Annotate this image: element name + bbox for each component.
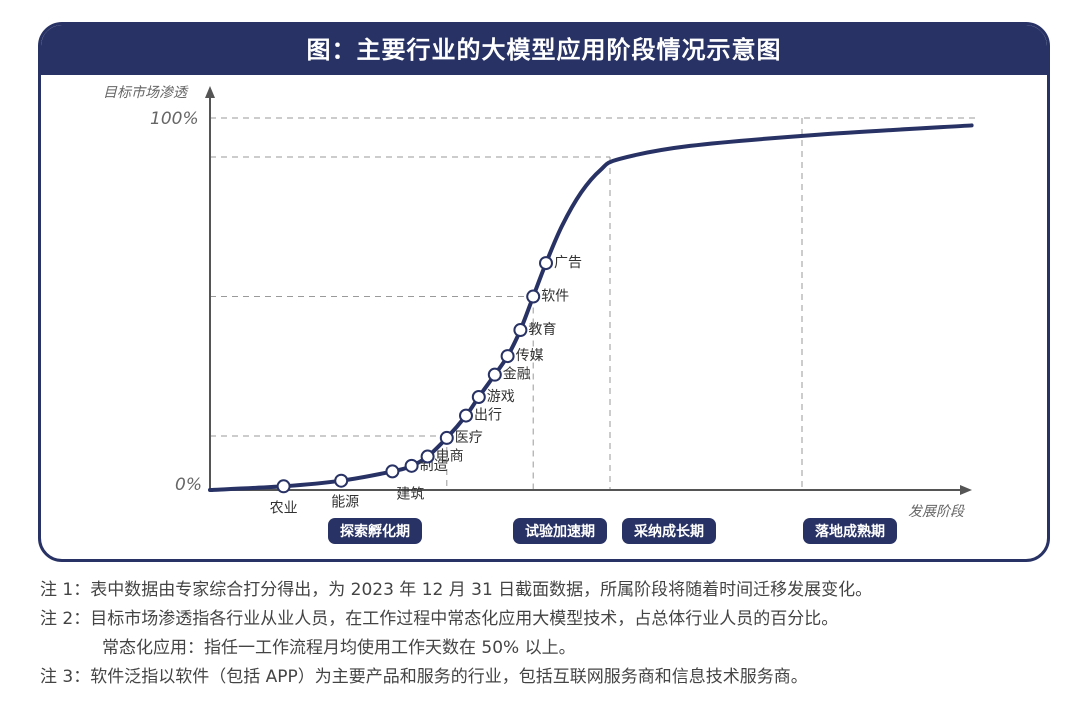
- point-label: 教育: [528, 322, 556, 338]
- point-label: 医疗: [455, 430, 483, 446]
- notes: 注 1：表中数据由专家综合打分得出，为 2023 年 12 月 31 日截面数据…: [40, 576, 1070, 692]
- note-3: 注 3：软件泛指以软件（包括 APP）为主要产品和服务的行业，包括互联网服务商和…: [40, 667, 808, 687]
- stage-badge: [803, 518, 897, 544]
- data-point: [459, 408, 473, 423]
- data-point: [526, 289, 541, 304]
- point-label: 出行: [474, 408, 502, 424]
- stage-badge: [622, 518, 716, 544]
- point-label: 金融: [503, 367, 531, 383]
- data-point: [276, 479, 291, 494]
- data-point: [539, 256, 553, 271]
- point-label: 电商: [436, 449, 464, 465]
- point-label: 广告: [554, 255, 582, 271]
- x-axis-arrow: [960, 485, 972, 495]
- point-label: 传媒: [516, 348, 544, 364]
- point-label: 能源: [331, 495, 359, 511]
- data-point: [439, 430, 454, 445]
- data-point: [471, 390, 486, 404]
- y-axis-label: 目标市场渗透: [103, 85, 189, 101]
- stage-label: 落地成熟期: [815, 523, 885, 540]
- stage-badge: [513, 518, 607, 544]
- stage-label: 采纳成长期: [633, 523, 704, 540]
- y-axis-arrow: [205, 86, 215, 98]
- data-point: [385, 464, 400, 479]
- chart-title: 图：主要行业的大模型应用阶段情况示意图: [41, 25, 1047, 75]
- note-1: 注 1：表中数据由专家综合打分得出，为 2023 年 12 月 31 日截面数据…: [40, 580, 873, 600]
- note-2: 注 2：目标市场渗透指各行业从业人员，在工作过程中常态化应用大模型技术，占总体行…: [40, 609, 839, 629]
- data-point: [500, 349, 515, 364]
- data-point: [513, 323, 528, 338]
- point-label: 软件: [541, 289, 569, 305]
- stage-label: 试验加速期: [525, 523, 595, 540]
- x-axis-label: 发展阶段: [908, 504, 966, 520]
- stage-badge: [328, 518, 422, 544]
- point-label: 游戏: [487, 389, 515, 405]
- note-2-sub: 常态化应用：指任一工作流程月均使用工作天数在 50% 以上。: [102, 638, 576, 658]
- data-point: [487, 367, 502, 382]
- point-label: 农业: [270, 500, 298, 516]
- point-label: 建筑: [396, 486, 424, 502]
- data-point: [420, 449, 435, 464]
- y-tick-0: 0%: [175, 475, 202, 495]
- stage-label: 探索孵化期: [340, 523, 410, 540]
- data-point: [334, 473, 349, 488]
- data-point: [404, 458, 419, 473]
- y-tick-100: 100%: [150, 109, 199, 129]
- adoption-curve: [208, 123, 974, 492]
- chart-frame: 图：主要行业的大模型应用阶段情况示意图: [38, 22, 1050, 562]
